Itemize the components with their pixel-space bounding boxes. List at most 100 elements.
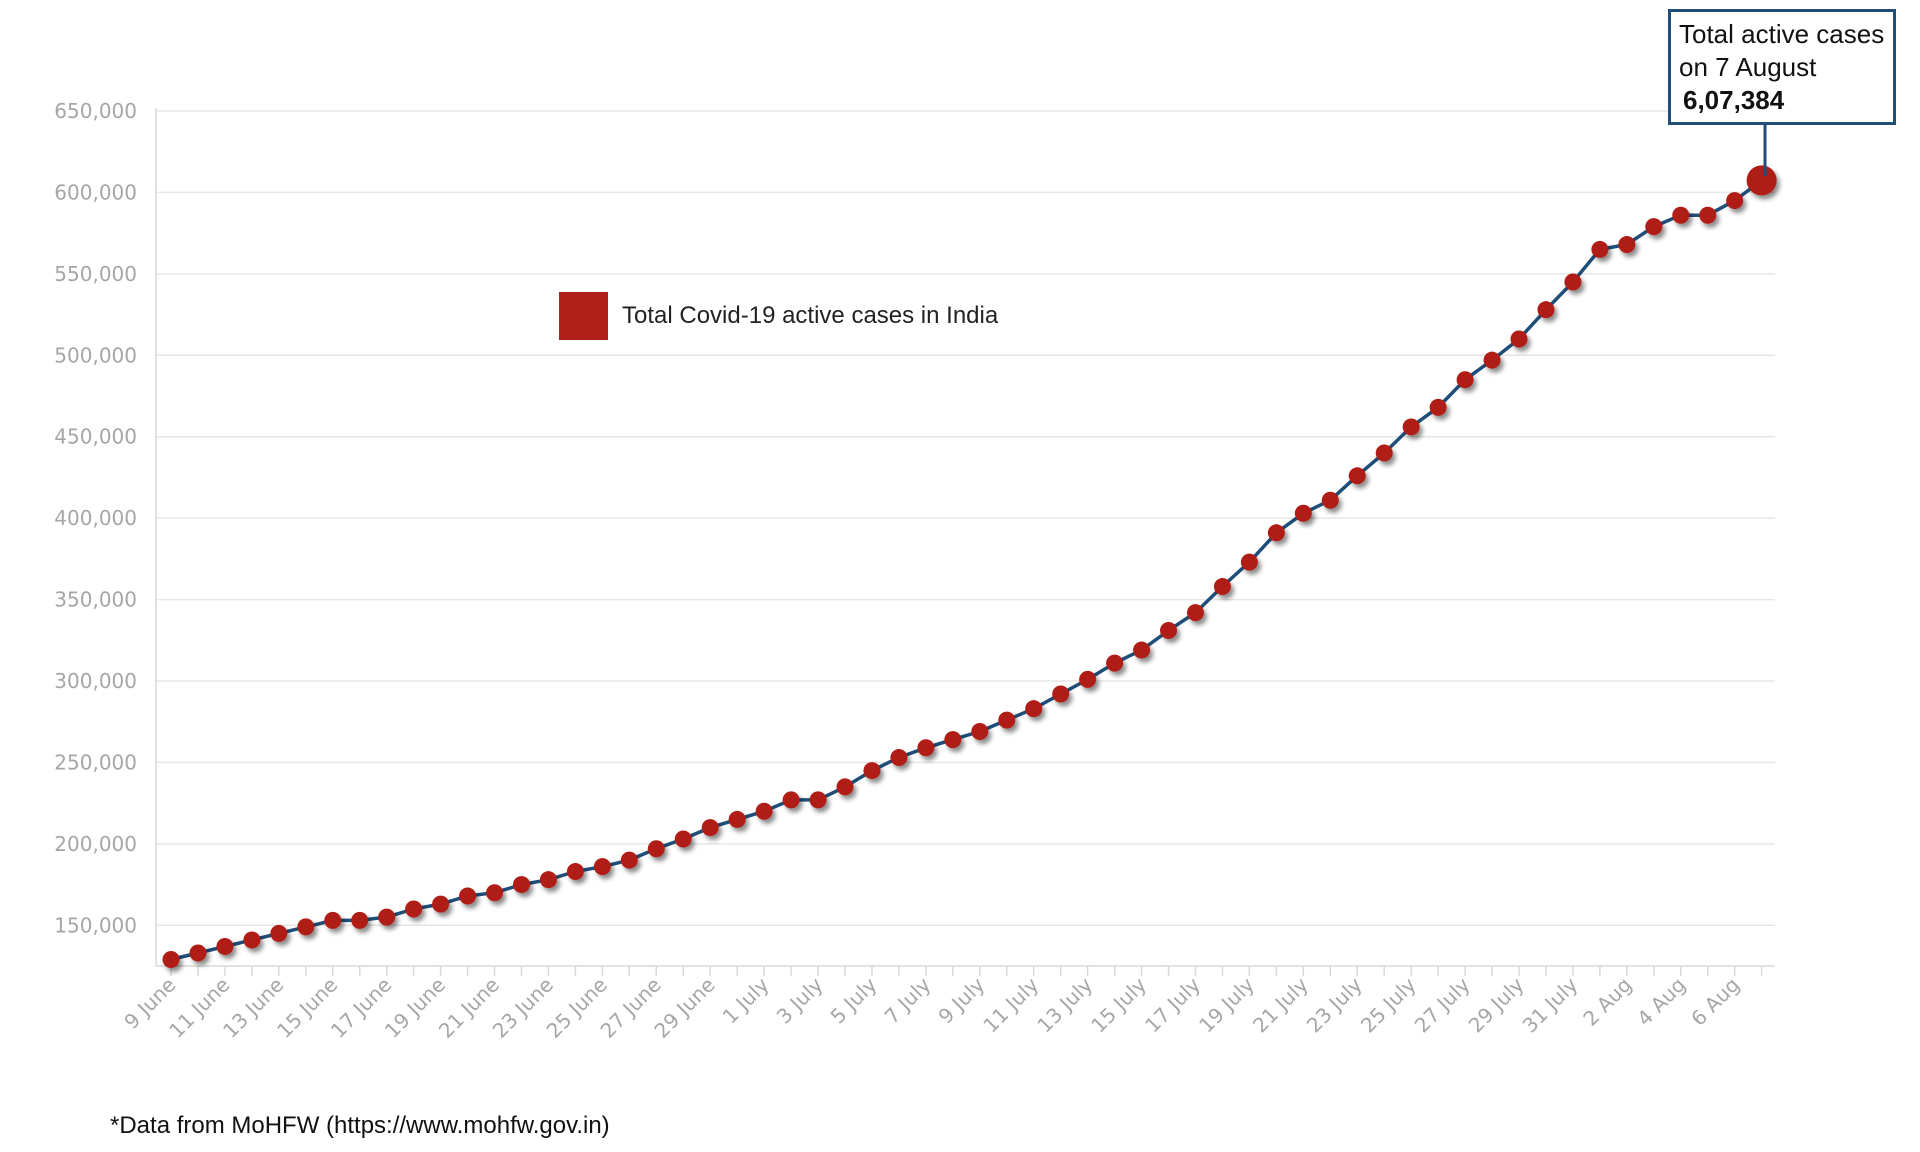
data-point xyxy=(297,918,315,936)
data-point xyxy=(243,931,261,949)
data-point xyxy=(674,830,692,848)
x-tick-label: 31 July xyxy=(1518,972,1583,1037)
x-tick-label: 25 July xyxy=(1356,972,1421,1037)
series-line xyxy=(170,179,1763,962)
x-tick-label: 27 July xyxy=(1410,972,1475,1037)
data-point xyxy=(1618,236,1636,254)
data-point xyxy=(1267,524,1285,542)
y-tick-label: 550,000 xyxy=(54,262,137,286)
x-tick-label: 5 July xyxy=(826,972,882,1028)
annotation-line-2: on 7 August xyxy=(1679,52,1817,82)
data-point xyxy=(1402,418,1420,436)
x-tick-label: 1 July xyxy=(718,972,774,1028)
data-point xyxy=(755,802,773,820)
x-tick-label: 19 July xyxy=(1194,972,1259,1037)
data-point xyxy=(1564,273,1582,291)
legend-swatch xyxy=(559,292,608,340)
data-point xyxy=(459,887,477,905)
data-point xyxy=(1294,504,1312,522)
x-tick-label: 13 July xyxy=(1032,972,1097,1037)
annotation-value: 6,07,384 xyxy=(1683,85,1785,115)
x-tick-label: 29 June xyxy=(649,973,719,1043)
x-tick-label: 29 July xyxy=(1464,972,1529,1037)
data-point xyxy=(1699,206,1717,224)
x-tick-label: 17 July xyxy=(1140,972,1205,1037)
x-tick-label: 15 July xyxy=(1086,972,1151,1037)
data-point xyxy=(512,876,530,894)
y-axis-tick-labels: 150,000 200,000 250,000 300,000 350,000 400,0… xyxy=(54,99,137,937)
data-point xyxy=(1537,301,1555,319)
data-point xyxy=(917,739,935,757)
y-tick-label: 400,000 xyxy=(54,506,137,530)
x-tick-label: 6 Aug xyxy=(1686,973,1744,1031)
data-point xyxy=(1429,398,1447,416)
data-point xyxy=(1375,444,1393,462)
data-point xyxy=(809,791,827,809)
source-note: *Data from MoHFW (https://www.mohfw.gov.… xyxy=(110,1112,610,1139)
data-point xyxy=(405,900,423,918)
data-point xyxy=(189,944,207,962)
data-point xyxy=(782,791,800,809)
data-point xyxy=(593,858,611,876)
data-point xyxy=(1321,491,1339,509)
x-tick-label: 23 July xyxy=(1302,972,1367,1037)
data-point xyxy=(1591,240,1609,258)
data-point xyxy=(1726,192,1744,210)
y-tick-label: 200,000 xyxy=(54,832,137,856)
data-point xyxy=(1106,654,1124,672)
data-point xyxy=(647,840,665,858)
data-point xyxy=(378,908,396,926)
data-point xyxy=(890,749,908,767)
data-point xyxy=(432,895,450,913)
y-tick-label: 350,000 xyxy=(54,588,137,612)
data-point xyxy=(216,937,234,955)
y-tick-label: 500,000 xyxy=(54,343,137,367)
data-point xyxy=(1483,351,1501,369)
data-point xyxy=(1025,700,1043,718)
x-tick-label: 11 July xyxy=(978,972,1043,1037)
x-tick-label: 21 July xyxy=(1248,972,1313,1037)
data-point xyxy=(863,762,881,780)
x-tick-label: 3 July xyxy=(772,972,828,1028)
data-point xyxy=(1052,685,1070,703)
data-point xyxy=(1672,206,1690,224)
data-point xyxy=(701,819,719,837)
legend-label: Total Covid-19 active cases in India xyxy=(622,302,999,329)
legend: Total Covid-19 active cases in India xyxy=(559,292,999,340)
data-point xyxy=(1456,371,1474,389)
y-tick-label: 650,000 xyxy=(54,99,137,123)
data-point xyxy=(270,924,288,942)
y-tick-label: 600,000 xyxy=(54,180,137,204)
series-points xyxy=(162,165,1777,968)
data-point xyxy=(1213,578,1231,596)
data-point xyxy=(1510,330,1528,348)
data-point xyxy=(944,731,962,749)
data-point xyxy=(539,871,557,889)
x-tick-label: 4 Aug xyxy=(1632,973,1690,1031)
data-point xyxy=(728,810,746,828)
data-point xyxy=(620,851,638,869)
data-point xyxy=(1645,218,1663,236)
data-point xyxy=(1240,553,1258,571)
annotation-line-1: Total active cases xyxy=(1679,19,1885,49)
y-tick-label: 250,000 xyxy=(54,750,137,774)
data-point xyxy=(1186,604,1204,622)
annotation-callout: Total active cases on 7 August 6,07,384 xyxy=(1668,9,1896,125)
gridlines xyxy=(156,110,1775,927)
y-tick-label: 450,000 xyxy=(54,425,137,449)
data-point xyxy=(1133,641,1151,659)
data-point xyxy=(998,711,1016,729)
x-tick-label: 2 Aug xyxy=(1578,973,1636,1031)
series-line-path xyxy=(170,179,1763,962)
x-tick-label: 7 July xyxy=(880,972,936,1028)
data-point xyxy=(324,911,342,929)
data-point xyxy=(566,863,584,881)
data-point xyxy=(162,950,180,968)
data-point xyxy=(971,722,989,740)
data-point-highlight xyxy=(1746,165,1777,196)
axes xyxy=(155,108,1775,976)
y-tick-label: 300,000 xyxy=(54,669,137,693)
data-point xyxy=(836,778,854,796)
